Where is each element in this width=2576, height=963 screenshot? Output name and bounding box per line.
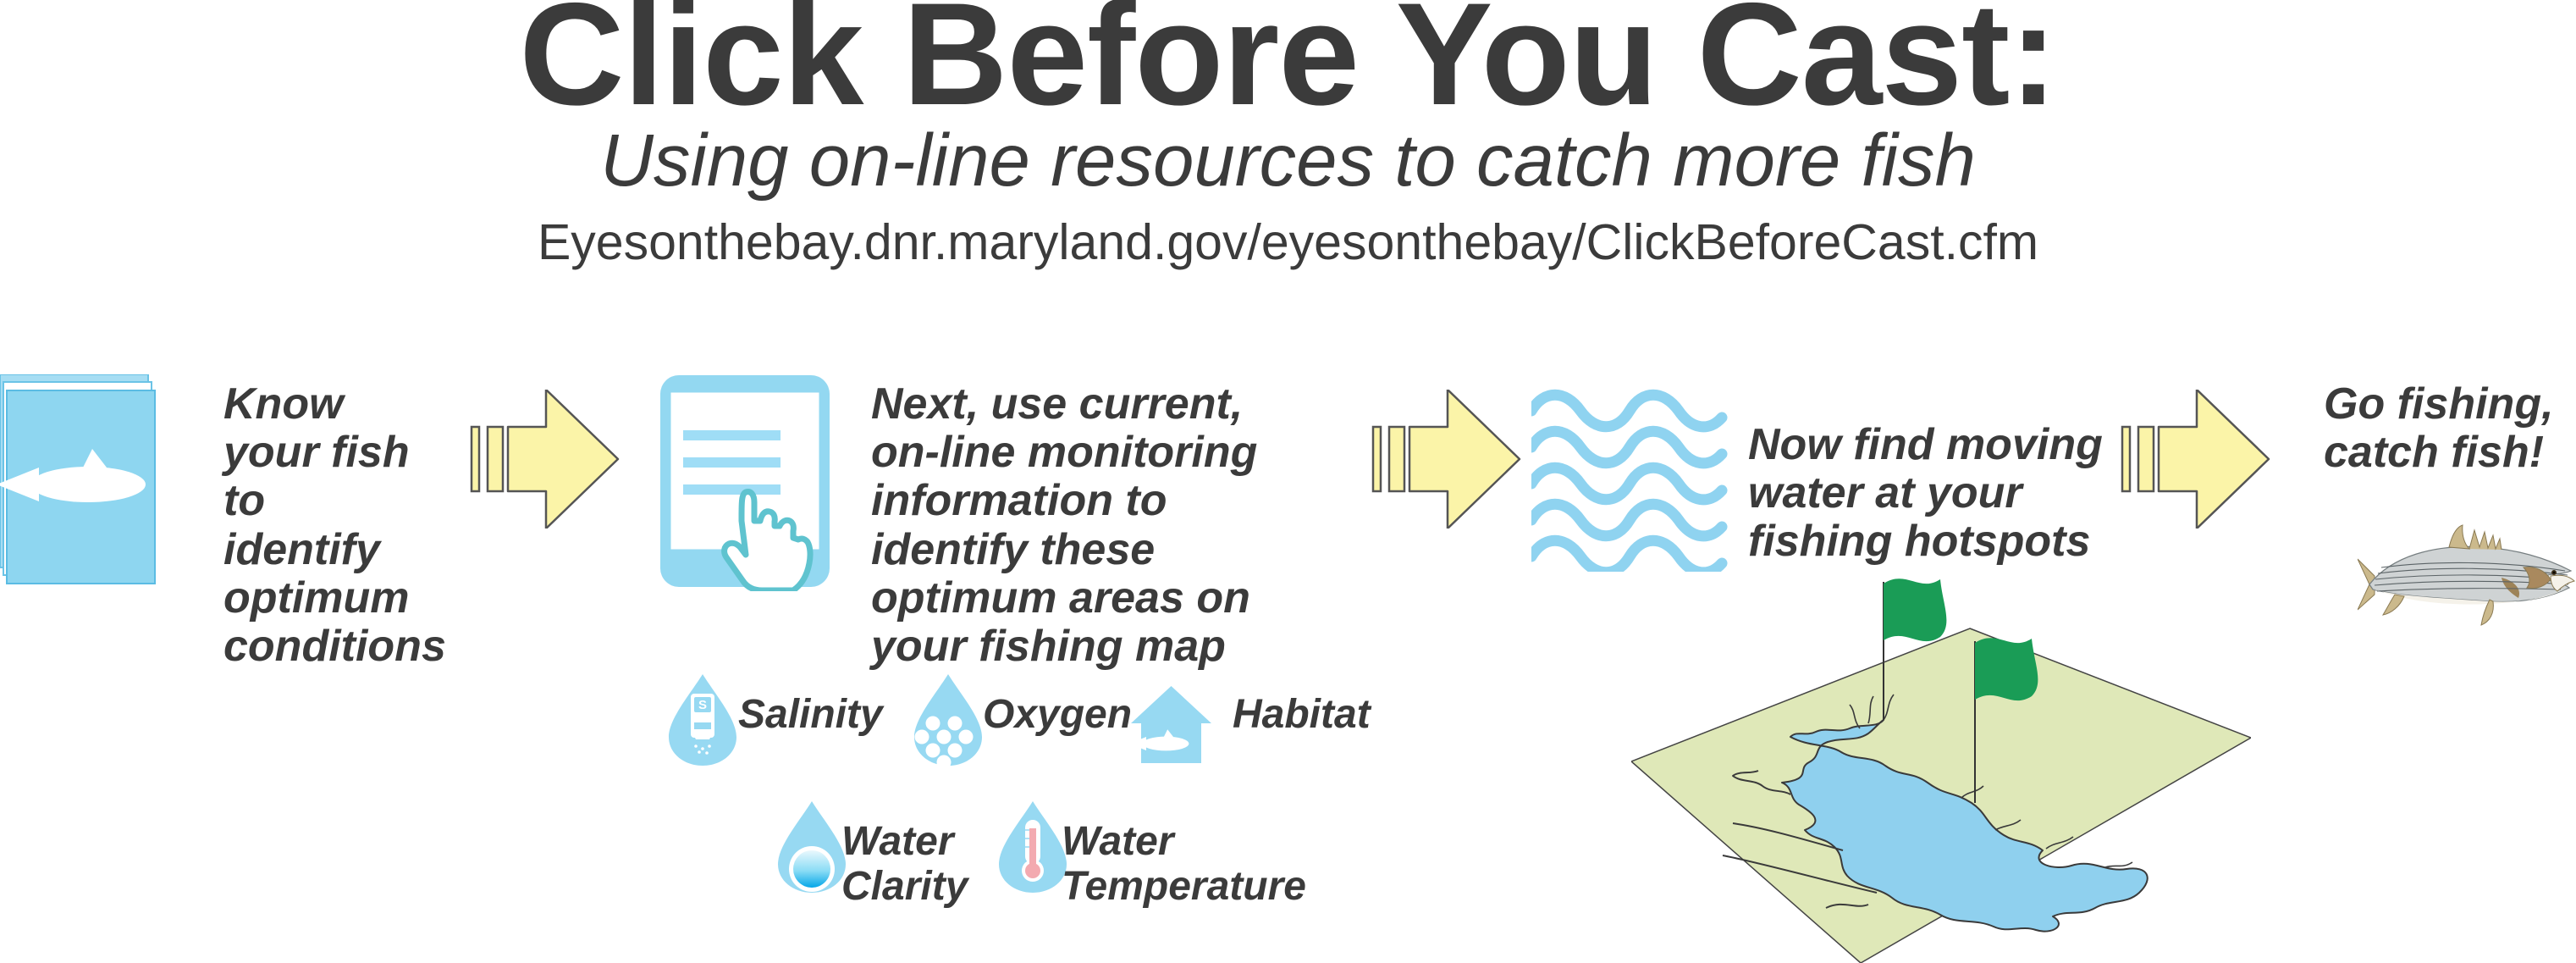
svg-text:S: S <box>698 698 707 712</box>
